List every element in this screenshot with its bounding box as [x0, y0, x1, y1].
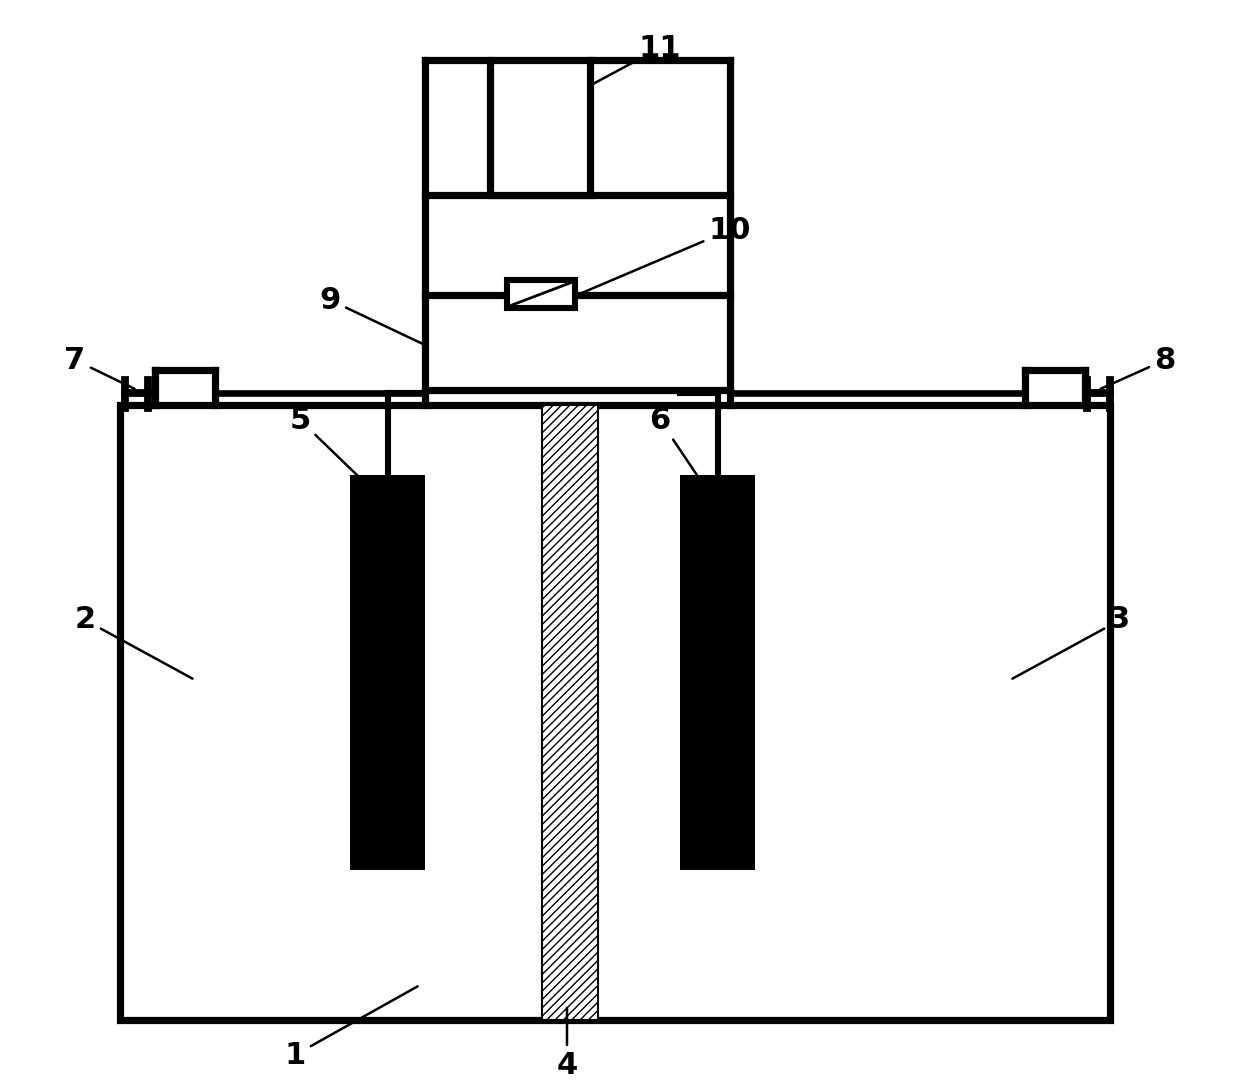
Text: 3: 3	[1012, 606, 1131, 679]
Text: 9: 9	[320, 286, 423, 343]
Bar	[490, 60, 590, 195]
Text: 11: 11	[565, 34, 681, 99]
Text: 8: 8	[1101, 346, 1176, 389]
Bar	[507, 280, 575, 308]
Bar	[350, 475, 425, 870]
Bar	[120, 405, 1110, 1020]
Text: 5: 5	[289, 405, 386, 504]
Bar	[425, 195, 730, 390]
Text: 7: 7	[64, 346, 134, 389]
Text: 1: 1	[284, 986, 418, 1069]
Text: 4: 4	[557, 1008, 578, 1079]
Text: 6: 6	[650, 405, 715, 502]
Text: 2: 2	[74, 606, 192, 679]
Text: 10: 10	[579, 216, 751, 294]
Bar	[680, 475, 755, 870]
Bar	[542, 405, 598, 1020]
